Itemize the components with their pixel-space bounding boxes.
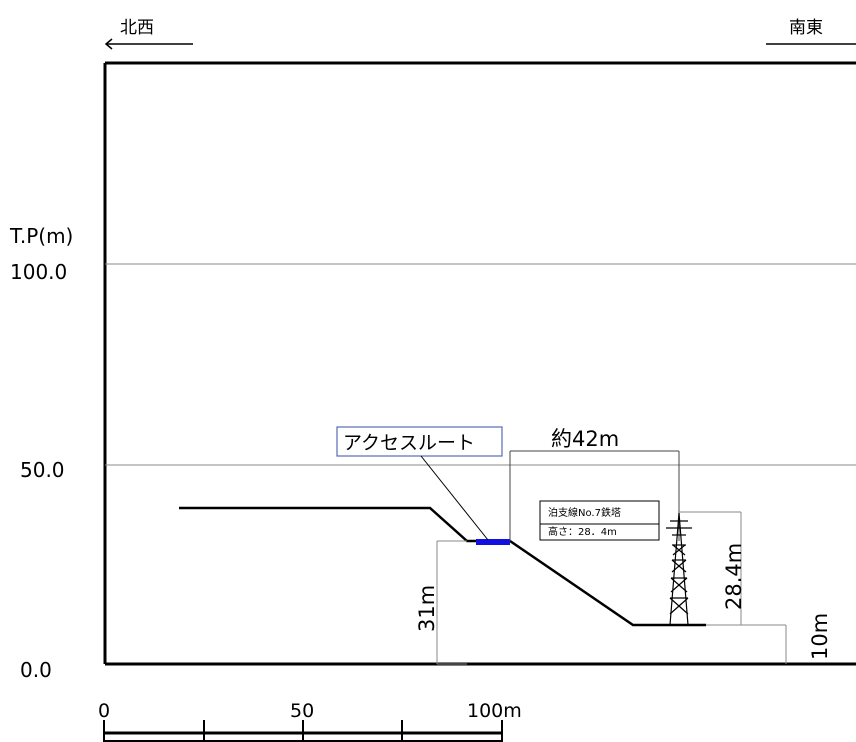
- ground-profile: [179, 506, 706, 627]
- transmission-tower: [666, 512, 692, 626]
- height-28m-label: 28.4m: [722, 543, 746, 610]
- axis-tick-50: 50.0: [20, 458, 65, 482]
- distance-dimension: 約42m: [509, 427, 680, 541]
- scale-bar: 0 50 100m: [98, 700, 522, 742]
- direction-northwest-label: 北西: [120, 18, 154, 38]
- tower-label-line2: 高さ：28．4m: [548, 525, 617, 538]
- distance-label: 約42m: [551, 427, 619, 451]
- tower-label-line1: 泊支線No.7鉄塔: [548, 506, 621, 519]
- height-31m-label: 31m: [415, 585, 439, 632]
- scale-label-100m: 100m: [467, 700, 522, 722]
- scale-label-50: 50: [290, 700, 314, 722]
- access-route-callout-label: アクセスルート: [343, 432, 475, 454]
- direction-northwest: 北西: [104, 18, 193, 50]
- access-route-callout-box: [336, 426, 503, 457]
- tower-label-box-outer: [539, 500, 660, 541]
- axis-unit-label: T.P(m): [9, 224, 73, 248]
- height-10m-dimension: 10m: [706, 613, 832, 664]
- direction-southeast-label: 南東: [789, 18, 823, 38]
- access-route-leader: [420, 455, 489, 541]
- axis-tick-100: 100.0: [10, 260, 67, 284]
- height-31m-dimension: 31m: [415, 540, 467, 665]
- axis-tick-0: 0.0: [20, 658, 52, 682]
- scale-label-0: 0: [98, 700, 110, 722]
- height-10m-label: 10m: [808, 613, 832, 660]
- height-28m-dimension: 28.4m: [679, 511, 746, 625]
- direction-southeast: 南東: [766, 18, 856, 45]
